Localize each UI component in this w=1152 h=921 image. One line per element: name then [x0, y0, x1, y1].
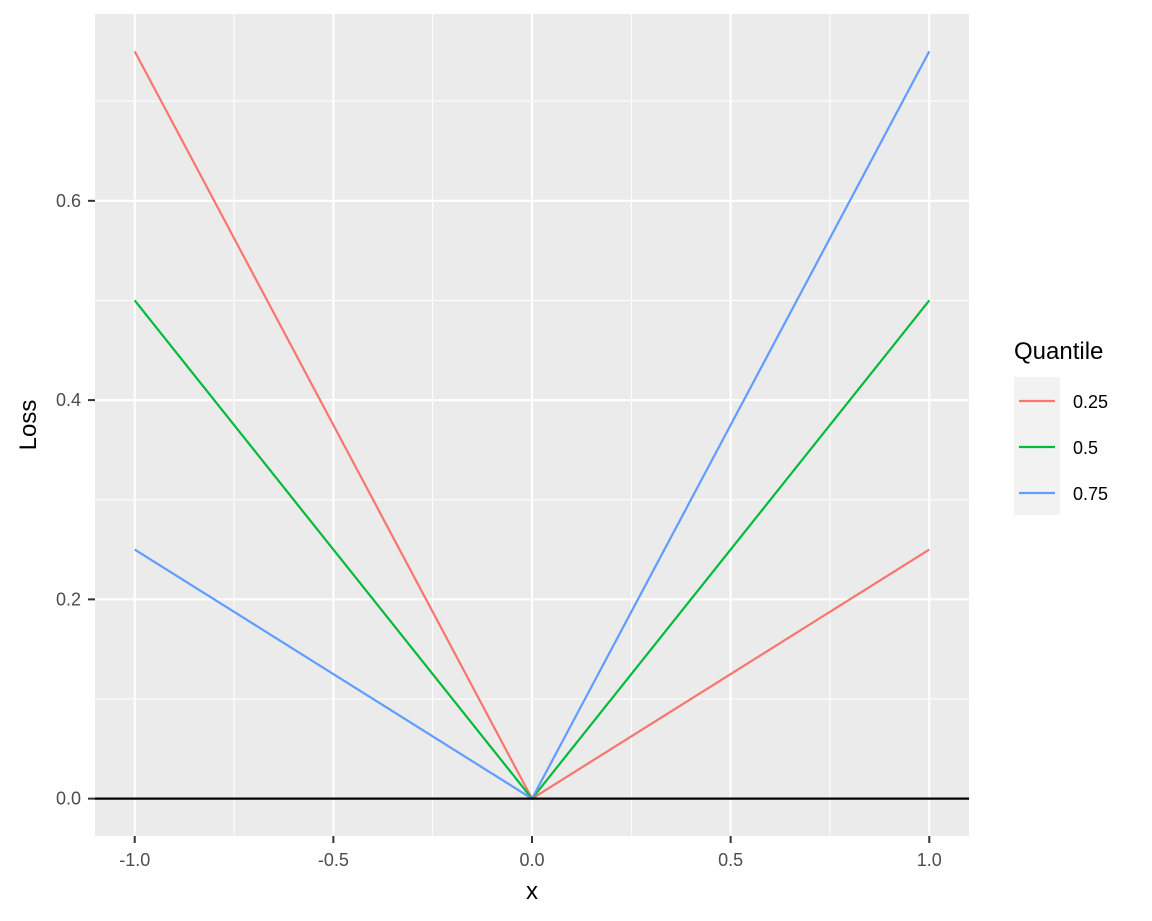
y-tick-label: 0.0: [56, 789, 81, 809]
x-tick-label: 0.5: [718, 850, 743, 870]
legend-label: 0.25: [1073, 392, 1108, 412]
y-axis-ticks: 0.0 0.2 0.4 0.6: [56, 191, 95, 809]
legend: Quantile 0.25 0.5 0.75: [1014, 338, 1108, 515]
y-axis-title: Loss: [15, 400, 42, 451]
x-axis-ticks: -1.0 -0.5 0.0 0.5 1.0: [119, 836, 942, 870]
y-tick-label: 0.2: [56, 589, 81, 609]
legend-label: 0.5: [1073, 438, 1098, 458]
y-tick-label: 0.4: [56, 390, 81, 410]
legend-title: Quantile: [1014, 338, 1103, 365]
x-axis-title: x: [526, 878, 538, 905]
x-tick-label: 0.0: [519, 850, 544, 870]
legend-items: 0.25 0.5 0.75: [1019, 392, 1108, 504]
x-tick-label: -0.5: [318, 850, 349, 870]
y-tick-label: 0.6: [56, 191, 81, 211]
x-tick-label: 1.0: [917, 850, 942, 870]
x-tick-label: -1.0: [119, 850, 150, 870]
legend-label: 0.75: [1073, 484, 1108, 504]
